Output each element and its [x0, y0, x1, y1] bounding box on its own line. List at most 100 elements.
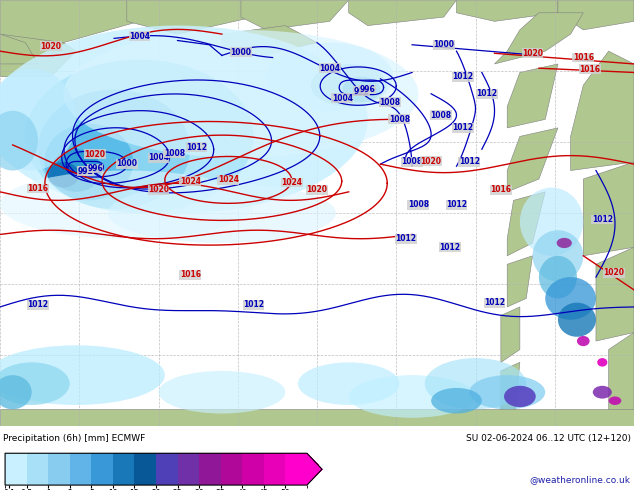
- Text: 1012: 1012: [395, 234, 417, 243]
- Polygon shape: [507, 192, 545, 256]
- Text: 1008: 1008: [401, 157, 423, 167]
- Text: 1016: 1016: [27, 184, 49, 193]
- Text: Precipitation (6h) [mm] ECMWF: Precipitation (6h) [mm] ECMWF: [3, 434, 145, 442]
- Text: SU 02-06-2024 06..12 UTC (12+120): SU 02-06-2024 06..12 UTC (12+120): [466, 434, 631, 442]
- Text: 1012: 1012: [439, 243, 461, 252]
- Ellipse shape: [593, 386, 612, 398]
- Text: 1000: 1000: [230, 48, 252, 56]
- Text: 1012: 1012: [592, 215, 613, 224]
- Ellipse shape: [63, 30, 418, 158]
- Text: 1012: 1012: [186, 143, 207, 151]
- Text: 1008: 1008: [408, 200, 429, 209]
- Text: 992: 992: [354, 87, 369, 96]
- Ellipse shape: [425, 358, 526, 409]
- Ellipse shape: [44, 123, 133, 200]
- Polygon shape: [609, 333, 634, 426]
- Text: 1020: 1020: [420, 157, 442, 166]
- Ellipse shape: [597, 358, 607, 367]
- Text: 1020: 1020: [40, 42, 61, 50]
- Text: @weatheronline.co.uk: @weatheronline.co.uk: [530, 475, 631, 484]
- Ellipse shape: [504, 386, 536, 407]
- Polygon shape: [495, 13, 583, 64]
- Text: 1016: 1016: [579, 65, 600, 74]
- Text: 996: 996: [360, 85, 375, 94]
- Ellipse shape: [558, 303, 596, 337]
- Polygon shape: [507, 64, 558, 128]
- Text: 1024: 1024: [217, 175, 239, 184]
- Text: 1008: 1008: [379, 98, 401, 107]
- Text: 1012: 1012: [452, 123, 474, 132]
- Ellipse shape: [520, 188, 583, 256]
- Ellipse shape: [469, 375, 545, 409]
- Text: 1012: 1012: [458, 157, 480, 167]
- Polygon shape: [0, 0, 76, 77]
- Ellipse shape: [51, 149, 101, 192]
- Text: 1004: 1004: [129, 32, 150, 41]
- Ellipse shape: [0, 68, 76, 171]
- Ellipse shape: [0, 375, 32, 409]
- Text: 1008: 1008: [389, 115, 410, 124]
- Ellipse shape: [298, 363, 399, 405]
- Polygon shape: [507, 128, 558, 192]
- Polygon shape: [583, 162, 634, 256]
- Ellipse shape: [0, 171, 254, 239]
- Ellipse shape: [158, 371, 285, 414]
- Text: 1012: 1012: [476, 89, 498, 98]
- Text: 1012: 1012: [484, 298, 505, 307]
- Polygon shape: [571, 51, 634, 171]
- Ellipse shape: [0, 345, 165, 405]
- Text: 1020: 1020: [603, 269, 624, 277]
- Ellipse shape: [0, 363, 70, 405]
- Polygon shape: [501, 307, 520, 363]
- Text: 1012: 1012: [243, 300, 264, 309]
- Text: 1004: 1004: [319, 64, 340, 73]
- Polygon shape: [456, 0, 558, 21]
- Text: 1012: 1012: [27, 300, 49, 309]
- Ellipse shape: [545, 277, 596, 319]
- Text: 1024: 1024: [281, 178, 302, 187]
- Text: 996: 996: [87, 164, 103, 173]
- Ellipse shape: [609, 396, 621, 405]
- Text: 1012: 1012: [452, 72, 474, 81]
- Text: 1012: 1012: [446, 200, 467, 209]
- Text: 1004: 1004: [332, 94, 353, 102]
- Ellipse shape: [431, 388, 482, 414]
- Text: 1020: 1020: [84, 150, 106, 159]
- Polygon shape: [222, 25, 317, 55]
- PathPatch shape: [307, 453, 322, 485]
- Ellipse shape: [533, 230, 583, 281]
- Ellipse shape: [0, 111, 38, 171]
- Text: 1024: 1024: [179, 177, 201, 186]
- Text: 1020: 1020: [148, 185, 169, 194]
- Text: 1016: 1016: [490, 185, 512, 194]
- Text: 1000: 1000: [433, 40, 455, 49]
- Text: 1004: 1004: [148, 153, 169, 162]
- Ellipse shape: [577, 336, 590, 346]
- Polygon shape: [241, 0, 349, 30]
- Polygon shape: [127, 0, 254, 34]
- Ellipse shape: [557, 238, 572, 248]
- Polygon shape: [507, 256, 533, 307]
- Ellipse shape: [38, 90, 190, 209]
- Ellipse shape: [0, 25, 368, 213]
- Text: 992: 992: [78, 167, 93, 176]
- Ellipse shape: [349, 375, 476, 418]
- Polygon shape: [349, 0, 456, 25]
- Ellipse shape: [25, 60, 254, 213]
- Polygon shape: [0, 409, 634, 426]
- Ellipse shape: [539, 256, 577, 298]
- Text: 1020: 1020: [306, 185, 328, 194]
- Text: 1020: 1020: [522, 49, 543, 58]
- Text: 1008: 1008: [430, 111, 451, 120]
- Polygon shape: [596, 247, 634, 341]
- Text: 1016: 1016: [179, 270, 201, 279]
- Ellipse shape: [342, 77, 380, 102]
- Ellipse shape: [311, 64, 387, 106]
- Text: 1016: 1016: [573, 53, 594, 62]
- Ellipse shape: [266, 43, 393, 111]
- Ellipse shape: [108, 183, 336, 243]
- Text: 1008: 1008: [164, 149, 185, 158]
- Ellipse shape: [48, 162, 79, 188]
- Text: 1000: 1000: [116, 159, 138, 168]
- Polygon shape: [501, 363, 520, 426]
